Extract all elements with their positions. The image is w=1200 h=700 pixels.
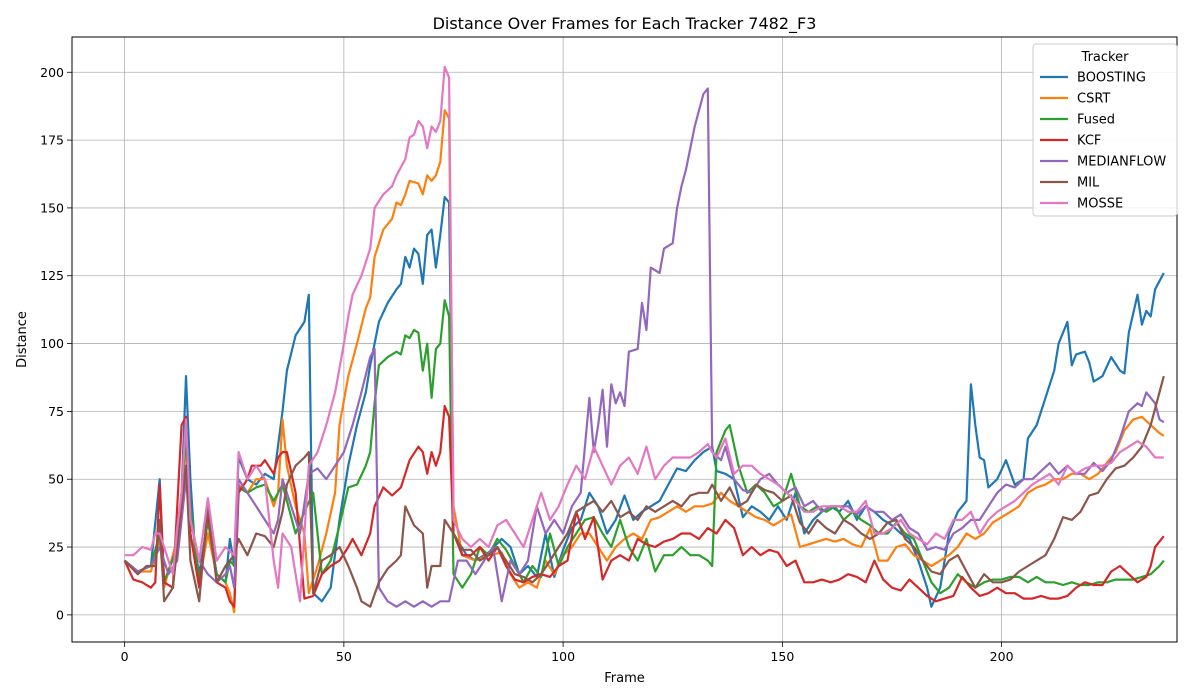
- series-line-medianflow: [123, 87, 1165, 608]
- y-tick-label: 25: [48, 540, 64, 555]
- x-tick-label: 200: [990, 649, 1014, 664]
- chart-title: Distance Over Frames for Each Tracker 74…: [433, 14, 817, 34]
- y-tick-label: 200: [40, 65, 64, 80]
- x-tick-label: 100: [551, 649, 575, 664]
- y-tick-label: 175: [40, 133, 64, 148]
- legend: Tracker BOOSTING CSRT Fused KCF MEDIANFLOW MI…: [1032, 43, 1178, 217]
- x-tick-label: 50: [336, 649, 352, 664]
- legend-label-csrt: CSRT: [1077, 92, 1110, 107]
- x-axis: 0 50 100 150 200: [121, 642, 1014, 664]
- legend-label-boosting: BOOSTING: [1077, 71, 1146, 86]
- x-tick-label: 150: [770, 649, 794, 664]
- y-axis: 0 25 50 75 100 125 150 175 200: [40, 65, 72, 622]
- legend-label-kcf: KCF: [1077, 134, 1101, 149]
- x-tick-label: 0: [121, 649, 129, 664]
- y-tick-label: 100: [40, 336, 64, 351]
- series-line-csrt: [123, 109, 1165, 614]
- series-line-boosting: [123, 196, 1165, 608]
- plot-area: [72, 37, 1177, 642]
- legend-label-mil: MIL: [1077, 176, 1100, 191]
- series-line-mil: [123, 375, 1165, 608]
- series-line-kcf: [123, 404, 1165, 608]
- series-line-mosse: [124, 65, 1164, 603]
- y-tick-label: 150: [40, 200, 64, 215]
- y-tick-label: 0: [56, 607, 64, 622]
- legend-label-medianflow: MEDIANFLOW: [1077, 155, 1166, 170]
- series-lines: [123, 65, 1165, 614]
- y-tick-label: 125: [40, 268, 64, 283]
- y-tick-label: 75: [48, 404, 64, 419]
- gridlines: [72, 37, 1177, 642]
- y-tick-label: 50: [48, 472, 64, 487]
- legend-box: [1032, 43, 1178, 217]
- legend-title: Tracker: [1081, 50, 1130, 65]
- legend-label-mosse: MOSSE: [1077, 197, 1123, 212]
- legend-label-fused: Fused: [1077, 113, 1115, 128]
- plot-frame: [71, 36, 1178, 643]
- x-axis-label: Frame: [604, 671, 645, 686]
- y-axis-label: Distance: [15, 311, 30, 368]
